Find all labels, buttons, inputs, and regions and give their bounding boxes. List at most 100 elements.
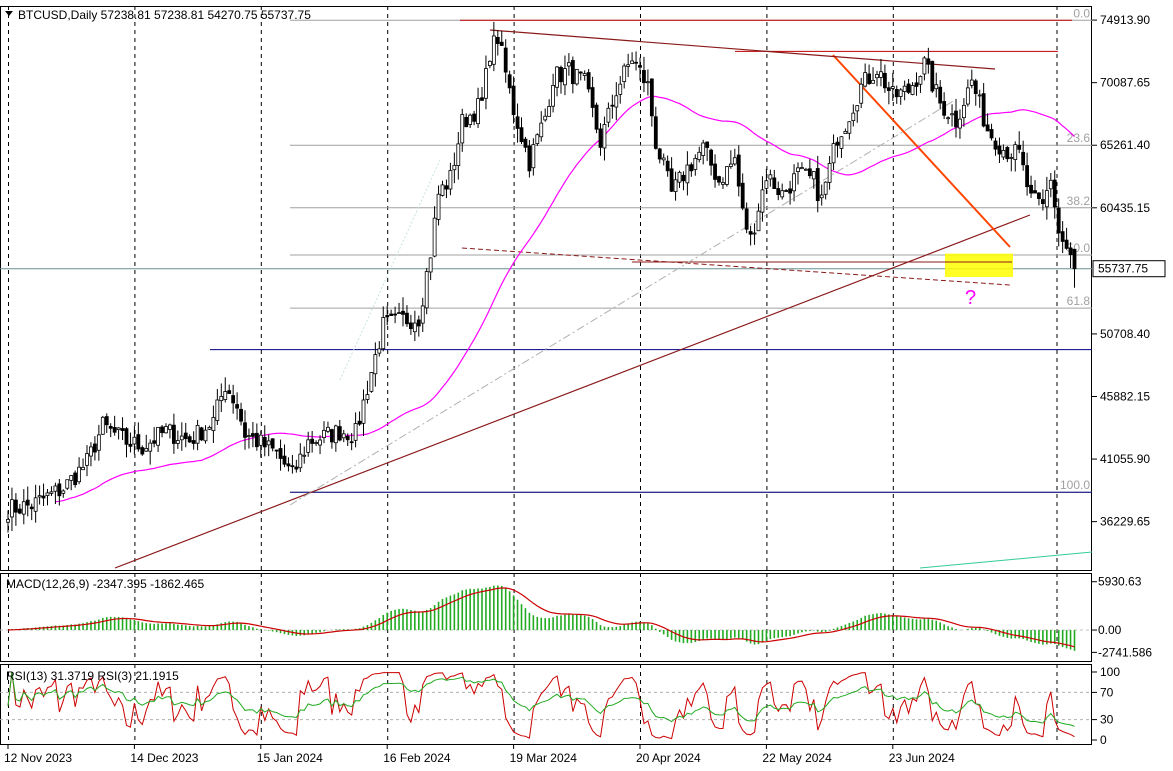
candle[interactable]: [132, 425, 137, 455]
candle[interactable]: [626, 53, 631, 78]
candle[interactable]: [701, 139, 706, 165]
candle[interactable]: [847, 121, 852, 140]
candle[interactable]: [673, 171, 678, 201]
candle[interactable]: [606, 102, 611, 128]
candle[interactable]: [594, 102, 599, 134]
candle[interactable]: [1009, 153, 1014, 172]
candle[interactable]: [1060, 221, 1065, 254]
candles[interactable]: [6, 21, 1077, 533]
candle[interactable]: [922, 56, 927, 81]
candle[interactable]: [507, 70, 512, 94]
candle[interactable]: [333, 424, 338, 452]
candle[interactable]: [164, 423, 168, 434]
candle[interactable]: [661, 153, 666, 166]
candle[interactable]: [420, 297, 425, 333]
candle[interactable]: [638, 57, 642, 81]
candle[interactable]: [337, 420, 342, 442]
candle[interactable]: [898, 88, 903, 105]
candle[interactable]: [195, 419, 200, 451]
candle[interactable]: [21, 489, 26, 525]
candle[interactable]: [934, 72, 939, 98]
candle[interactable]: [428, 257, 433, 281]
candle[interactable]: [432, 206, 437, 258]
candle[interactable]: [744, 202, 749, 234]
candle[interactable]: [800, 162, 804, 170]
candle[interactable]: [997, 137, 1002, 163]
candle[interactable]: [1021, 140, 1026, 171]
candle[interactable]: [57, 479, 62, 506]
candle[interactable]: [326, 421, 330, 434]
candle[interactable]: [851, 104, 856, 127]
candle[interactable]: [128, 432, 133, 453]
candle[interactable]: [369, 371, 374, 393]
candle[interactable]: [792, 164, 796, 202]
candle[interactable]: [614, 82, 619, 121]
candle[interactable]: [1056, 198, 1061, 247]
candle[interactable]: [322, 421, 326, 444]
candle[interactable]: [681, 171, 686, 191]
candle[interactable]: [515, 103, 520, 143]
candle[interactable]: [993, 137, 998, 156]
candle[interactable]: [152, 427, 157, 448]
candle[interactable]: [306, 431, 311, 457]
candle[interactable]: [223, 377, 228, 403]
candle[interactable]: [341, 429, 346, 443]
candle[interactable]: [448, 162, 453, 196]
candle[interactable]: [17, 503, 22, 515]
candle[interactable]: [1044, 176, 1049, 220]
candle[interactable]: [476, 87, 480, 129]
candle[interactable]: [349, 433, 354, 451]
candle[interactable]: [377, 341, 382, 357]
candle[interactable]: [815, 155, 820, 213]
candle[interactable]: [235, 392, 240, 420]
candle[interactable]: [693, 154, 698, 176]
candle[interactable]: [752, 223, 757, 245]
candle[interactable]: [405, 305, 409, 327]
candle[interactable]: [318, 435, 322, 455]
dotted-trendline[interactable]: [339, 159, 441, 381]
candle[interactable]: [958, 109, 962, 139]
candle[interactable]: [487, 60, 492, 69]
candle[interactable]: [397, 302, 401, 315]
candle[interactable]: [29, 503, 34, 521]
candle[interactable]: [1033, 180, 1037, 194]
candle[interactable]: [112, 415, 117, 436]
candle[interactable]: [819, 184, 824, 206]
candle[interactable]: [93, 436, 97, 461]
candle[interactable]: [965, 79, 970, 107]
candle[interactable]: [717, 175, 721, 186]
candle[interactable]: [910, 82, 915, 96]
candle[interactable]: [740, 173, 745, 211]
candle[interactable]: [436, 185, 441, 226]
candle[interactable]: [570, 56, 575, 94]
candle[interactable]: [776, 181, 781, 201]
candle[interactable]: [804, 167, 808, 171]
candle[interactable]: [37, 485, 42, 505]
candle[interactable]: [827, 155, 832, 190]
candle[interactable]: [725, 166, 729, 187]
candle[interactable]: [894, 85, 899, 104]
candle[interactable]: [555, 66, 559, 97]
candle[interactable]: [41, 483, 46, 506]
candle[interactable]: [539, 111, 544, 142]
candle[interactable]: [266, 434, 271, 457]
candle[interactable]: [160, 424, 164, 438]
candle[interactable]: [657, 147, 662, 164]
candle[interactable]: [1017, 131, 1022, 154]
candle[interactable]: [630, 52, 634, 64]
candle[interactable]: [728, 150, 733, 169]
candle[interactable]: [148, 439, 153, 465]
candle[interactable]: [207, 425, 212, 431]
candle[interactable]: [53, 482, 58, 505]
highlight-zone[interactable]: [945, 253, 1013, 277]
candle[interactable]: [807, 159, 812, 179]
candle[interactable]: [499, 30, 504, 46]
candle[interactable]: [721, 177, 725, 189]
candle[interactable]: [140, 445, 145, 456]
candle[interactable]: [290, 454, 295, 474]
candle[interactable]: [768, 169, 773, 187]
candle[interactable]: [634, 51, 638, 71]
candle[interactable]: [780, 183, 785, 200]
candle[interactable]: [582, 70, 587, 81]
candle[interactable]: [1005, 146, 1010, 163]
